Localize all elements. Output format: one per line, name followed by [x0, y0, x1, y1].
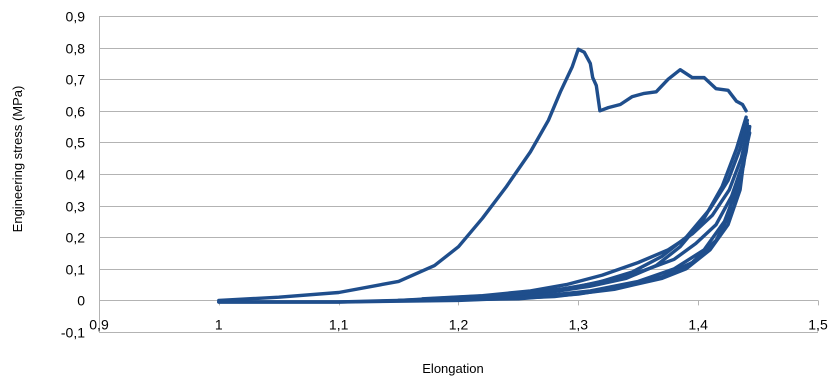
series-line-7	[420, 124, 752, 303]
y-tick-label: 0,9	[66, 9, 86, 25]
y-tick-label: 0,4	[66, 167, 86, 183]
y-tick-label: 0,2	[66, 230, 86, 246]
y-axis-title: Engineering stress (MPa)	[10, 86, 25, 233]
x-tick-label: 1,3	[569, 316, 589, 332]
y-tick-label: 0,5	[66, 135, 86, 151]
series-line-8	[456, 131, 752, 301]
series-line-5	[396, 128, 751, 303]
x-axis-title: Elongation	[422, 361, 483, 376]
gridlines	[99, 16, 819, 333]
tick-labels: -0,1 0 0,1 0,2 0,3 0,4 0,5 0,6 0,7 0,8 0,9 0,9 1 1,1 1…	[61, 9, 828, 341]
series-line-1	[217, 47, 748, 303]
x-tick-label: 0,9	[89, 316, 109, 332]
y-tick-label: 0,8	[66, 41, 86, 57]
series-line-4	[396, 118, 749, 303]
y-tick-label: 0,6	[66, 104, 86, 120]
y-tick-label: 0	[77, 293, 85, 309]
y-tick-label: 0,1	[66, 262, 86, 278]
x-tick-label: 1,1	[329, 316, 349, 332]
y-tick-label: 0,3	[66, 199, 86, 215]
x-tick-label: 1,4	[688, 316, 708, 332]
data-series	[217, 47, 752, 304]
x-tick-label: 1,5	[808, 316, 828, 332]
x-tick-label: 1,2	[449, 316, 469, 332]
series-line-6	[420, 124, 751, 301]
y-tick-label: 0,7	[66, 72, 86, 88]
x-tick-label: 1	[215, 316, 223, 332]
y-tick-label: -0,1	[61, 325, 85, 341]
